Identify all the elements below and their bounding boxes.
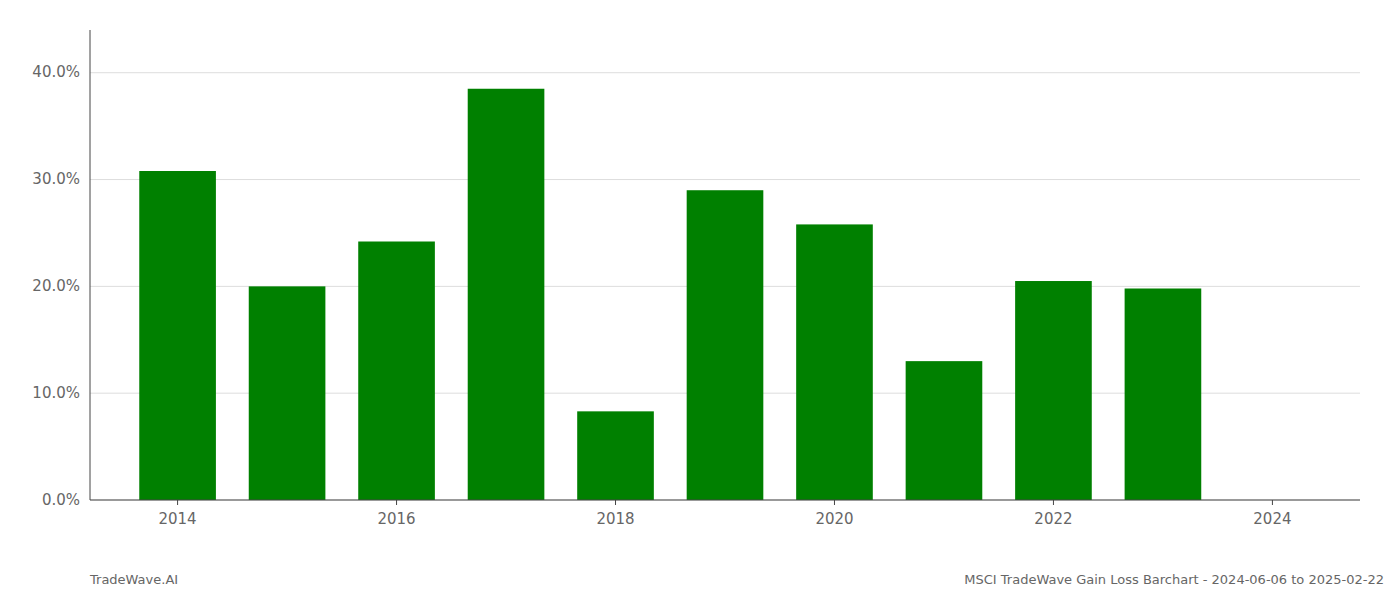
x-axis-line [90, 500, 1360, 501]
grid-line [90, 500, 1360, 501]
chart-container: 0.0% 10.0% 20.0% 30.0% 40.0% 2014 2016 2018 2020… [0, 0, 1400, 600]
bar [906, 361, 983, 500]
y-axis-line [90, 30, 91, 500]
bar [796, 224, 873, 500]
footer-text: MSCI TradeWave Gain Loss Barchart - 2024… [964, 572, 1384, 587]
bar [577, 411, 654, 500]
y-tick-label: 10.0% [32, 384, 80, 402]
page: {"chart_data": {"type": "bar", "x": [201… [0, 0, 1400, 600]
y-tick-label: 40.0% [32, 63, 80, 81]
x-tick [396, 500, 397, 505]
y-tick-label: 30.0% [32, 170, 80, 188]
bar [139, 171, 216, 500]
x-tick [1053, 500, 1054, 505]
x-tick [834, 500, 835, 505]
y-tick-label: 0.0% [42, 491, 80, 509]
bar [468, 89, 545, 500]
grid-line [90, 72, 1360, 73]
grid [90, 73, 1360, 500]
bar [1125, 289, 1202, 501]
bar [358, 242, 435, 501]
x-tick-label: 2018 [596, 510, 634, 528]
annotations: TradeWave.AI MSCI TradeWave Gain Loss Bar… [89, 572, 1384, 587]
x-tick [615, 500, 616, 505]
bar [249, 286, 326, 500]
x-tick-label: 2014 [158, 510, 196, 528]
x-axis: 2014 2016 2018 2020 2022 2024 [158, 500, 1291, 528]
x-tick [1272, 500, 1273, 505]
x-tick-label: 2016 [377, 510, 415, 528]
x-tick-label: 2024 [1253, 510, 1291, 528]
bar [687, 190, 764, 500]
grid-line [90, 179, 1360, 180]
chart-svg: 0.0% 10.0% 20.0% 30.0% 40.0% 2014 2016 2018 2020… [0, 0, 1400, 600]
bars [139, 89, 1201, 500]
y-axis: 0.0% 10.0% 20.0% 30.0% 40.0% [32, 63, 80, 508]
y-tick-label: 20.0% [32, 277, 80, 295]
bar [1015, 281, 1092, 500]
x-tick-label: 2022 [1034, 510, 1072, 528]
x-tick [177, 500, 178, 505]
footer-text: TradeWave.AI [89, 572, 178, 587]
x-tick-label: 2020 [815, 510, 853, 528]
